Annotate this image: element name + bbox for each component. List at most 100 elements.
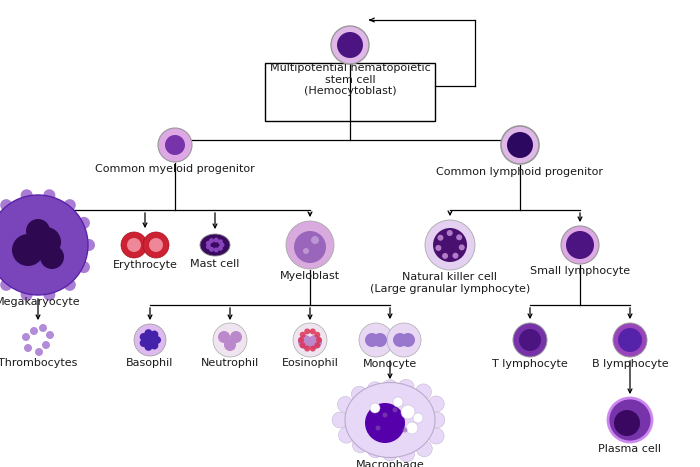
Circle shape	[0, 195, 88, 295]
Circle shape	[144, 343, 153, 351]
Text: Plasma cell: Plasma cell	[598, 444, 662, 454]
Circle shape	[402, 427, 407, 432]
Circle shape	[413, 413, 423, 423]
Circle shape	[311, 236, 319, 244]
Circle shape	[26, 243, 40, 257]
Circle shape	[209, 238, 214, 243]
Circle shape	[415, 384, 431, 400]
Circle shape	[0, 279, 12, 291]
Circle shape	[428, 396, 444, 412]
Circle shape	[337, 396, 354, 412]
Circle shape	[399, 446, 414, 462]
Circle shape	[165, 135, 185, 155]
Text: Macrophage: Macrophage	[356, 460, 424, 467]
Text: Erythrocyte: Erythrocyte	[113, 260, 177, 270]
Text: Basophil: Basophil	[126, 358, 174, 368]
Circle shape	[501, 126, 539, 164]
Circle shape	[298, 335, 312, 349]
Text: Mast cell: Mast cell	[190, 259, 239, 269]
Circle shape	[398, 379, 414, 396]
Circle shape	[613, 323, 647, 357]
Circle shape	[143, 232, 169, 258]
Circle shape	[153, 336, 161, 344]
Circle shape	[150, 341, 158, 349]
Circle shape	[140, 339, 148, 347]
Circle shape	[150, 331, 158, 339]
Circle shape	[614, 410, 640, 436]
Circle shape	[331, 26, 369, 64]
Circle shape	[30, 327, 38, 335]
Circle shape	[300, 332, 306, 338]
Circle shape	[452, 253, 458, 259]
Circle shape	[393, 397, 403, 407]
Circle shape	[40, 245, 64, 269]
Circle shape	[39, 324, 47, 332]
Circle shape	[365, 333, 379, 347]
Circle shape	[146, 336, 154, 344]
Circle shape	[310, 346, 316, 352]
Circle shape	[293, 323, 327, 357]
Text: Megakaryocyte: Megakaryocyte	[0, 297, 80, 307]
Circle shape	[21, 189, 33, 201]
Circle shape	[0, 257, 1, 263]
Text: Thrombocytes: Thrombocytes	[0, 358, 78, 368]
Circle shape	[352, 437, 368, 453]
Circle shape	[46, 331, 54, 339]
Circle shape	[26, 219, 50, 243]
Circle shape	[158, 128, 192, 162]
Circle shape	[224, 339, 236, 351]
Circle shape	[78, 217, 90, 229]
Circle shape	[22, 333, 30, 341]
Circle shape	[206, 244, 211, 249]
Circle shape	[435, 245, 442, 251]
Text: Natural killer cell
(Large granular lymphocyte): Natural killer cell (Large granular lymp…	[370, 272, 530, 294]
Text: Common myeloid progenitor: Common myeloid progenitor	[95, 164, 255, 174]
Circle shape	[298, 337, 304, 343]
Circle shape	[300, 342, 306, 348]
Circle shape	[368, 442, 384, 458]
Circle shape	[314, 332, 321, 338]
Circle shape	[304, 328, 310, 334]
Circle shape	[35, 348, 43, 356]
Circle shape	[406, 422, 418, 434]
Circle shape	[31, 227, 61, 257]
Circle shape	[43, 189, 55, 201]
Text: Monocyte: Monocyte	[363, 359, 417, 369]
Circle shape	[433, 228, 467, 262]
Circle shape	[24, 344, 32, 352]
Text: Multipotential hematopoietic
stem cell
(Hemocytoblast): Multipotential hematopoietic stem cell (…	[270, 63, 430, 96]
Circle shape	[286, 221, 334, 269]
Circle shape	[332, 412, 348, 428]
Circle shape	[209, 247, 214, 252]
Circle shape	[438, 235, 443, 241]
Circle shape	[74, 231, 82, 239]
Circle shape	[140, 333, 148, 341]
Circle shape	[416, 441, 433, 457]
Circle shape	[144, 329, 153, 337]
Text: Myeloblast: Myeloblast	[280, 271, 340, 281]
Circle shape	[303, 248, 309, 254]
Text: Small lymphocyte: Small lymphocyte	[530, 266, 630, 276]
Text: T lymphocyte: T lymphocyte	[492, 359, 568, 369]
Text: Common lymphoid progenitor: Common lymphoid progenitor	[437, 167, 603, 177]
Circle shape	[351, 386, 368, 402]
Circle shape	[618, 328, 642, 352]
Circle shape	[401, 405, 415, 419]
Circle shape	[12, 234, 44, 266]
Circle shape	[21, 289, 33, 301]
Circle shape	[382, 380, 398, 396]
Circle shape	[218, 239, 223, 244]
Circle shape	[83, 239, 95, 251]
Circle shape	[214, 248, 218, 253]
Circle shape	[566, 231, 594, 259]
Circle shape	[442, 253, 448, 259]
Circle shape	[149, 238, 163, 252]
Ellipse shape	[345, 382, 435, 458]
Circle shape	[308, 335, 322, 349]
Circle shape	[218, 331, 230, 343]
Circle shape	[339, 427, 354, 443]
Circle shape	[382, 412, 388, 417]
Circle shape	[294, 231, 326, 263]
Circle shape	[64, 279, 76, 291]
Circle shape	[310, 328, 316, 334]
